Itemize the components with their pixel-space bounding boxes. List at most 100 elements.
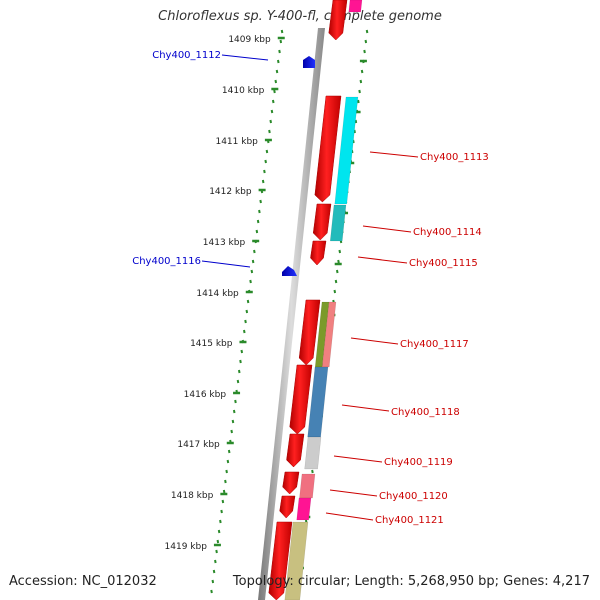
ruler-dot (360, 69, 364, 74)
label-leader (362, 225, 412, 233)
ruler-dot (358, 89, 361, 94)
ruler-dot (271, 99, 275, 104)
label-leader (329, 489, 378, 497)
cds-1115 (310, 240, 327, 266)
kbp-label: 1411 kbp (215, 137, 258, 147)
ruler-dot (276, 59, 280, 64)
label-leader (369, 151, 419, 158)
ruler-dot (365, 29, 369, 34)
ruler-dot (258, 209, 261, 214)
ruler-dot (335, 269, 339, 274)
ruler-dot (236, 379, 240, 384)
kbp-label: 1419 kbp (165, 542, 208, 552)
ruler-dot (265, 149, 269, 154)
ruler-dot (234, 399, 237, 404)
label-leader (341, 404, 390, 412)
ruler-dot (225, 469, 228, 474)
label-leader (357, 256, 408, 264)
accession-text: Accession: NC_012032 (9, 574, 157, 589)
ruler-dot (263, 169, 266, 174)
map-title: Chloroflexus sp. Y-400-fl, complete geno… (158, 9, 442, 24)
gene-label-right: Chy400_1118 (391, 407, 460, 418)
ruler-dot (264, 159, 267, 164)
ruler-dot (226, 459, 230, 464)
ruler-dot (243, 329, 246, 334)
ruler-dot (333, 289, 337, 294)
ruler-dot (232, 409, 236, 414)
cds-top (328, 0, 348, 41)
cog-bar-1113 (334, 96, 359, 205)
cds-1113 (314, 95, 342, 203)
kbp-label: 1418 kbp (171, 491, 214, 501)
ruler-dot (239, 359, 242, 364)
ruler-dot (338, 249, 342, 254)
ruler-dot (259, 199, 262, 204)
cog-bar-1121 (296, 497, 312, 521)
ruler-dot (275, 69, 279, 74)
gene-label-right: Chy400_1120 (379, 491, 448, 502)
cog-bar-1117b (321, 301, 337, 368)
cds-1121 (268, 521, 293, 600)
ruler-dot (219, 519, 222, 524)
cog-bar-1114 (329, 204, 347, 242)
ruler-dot (357, 99, 360, 104)
ruler-dot (221, 499, 225, 504)
ruler-dot (216, 539, 220, 544)
ruler-dot (364, 39, 368, 44)
ruler-dot (311, 469, 314, 474)
genome-backbone (258, 28, 325, 600)
ruler-dot (256, 219, 260, 224)
gene-label-left: Chy400_1112 (152, 50, 221, 61)
cds-1119 (282, 471, 300, 495)
ruler-dot (220, 509, 223, 514)
kbp-label: 1413 kbp (203, 238, 246, 248)
kbp-label: 1409 kbp (228, 35, 271, 45)
forward-gene-1116 (282, 266, 297, 276)
label-leader (350, 337, 399, 345)
ruler-dot (359, 79, 363, 84)
ruler-dot (278, 49, 281, 54)
ruler-dot (246, 299, 250, 304)
ruler-dot (214, 559, 217, 564)
cds-1120 (279, 495, 296, 519)
ruler-dot (354, 119, 358, 124)
ruler-dot (261, 179, 265, 184)
ruler-dot (279, 39, 283, 44)
label-leader (201, 260, 251, 268)
ruler-dot (268, 129, 271, 134)
ruler-dot (212, 569, 216, 574)
gene-label-left: Chy400_1116 (132, 256, 201, 267)
label-leader (333, 455, 383, 463)
ruler-dot (337, 259, 340, 264)
kbp-label: 1414 kbp (196, 289, 239, 299)
ruler-dot (270, 109, 274, 114)
ruler-dot (210, 589, 213, 594)
ruler-dot (240, 349, 244, 354)
ruler-dot (274, 79, 278, 84)
ruler-dot (217, 529, 221, 534)
forward-gene-1112 (303, 56, 315, 68)
cog-bar-tail (284, 521, 309, 600)
ruler-dot (255, 229, 259, 234)
gene-label-right: Chy400_1114 (413, 227, 482, 238)
ruler-dot (363, 49, 366, 54)
kbp-label: 1415 kbp (190, 339, 233, 349)
ruler-dot (251, 259, 255, 264)
cog-bar-1120 (299, 473, 316, 499)
cog-bar-1119 (304, 436, 322, 470)
ruler-dot (231, 419, 235, 424)
ruler-dot (245, 309, 249, 314)
gene-label-right: Chy400_1119 (384, 457, 453, 468)
cog-bar-top (348, 0, 363, 13)
ruler-dot (224, 479, 227, 484)
gene-label-right: Chy400_1115 (409, 258, 478, 269)
ruler-dot (269, 119, 273, 124)
ruler-dot (334, 279, 338, 284)
ruler-dot (211, 579, 215, 584)
gene-label-right: Chy400_1121 (375, 515, 444, 526)
cds-1117a (298, 299, 321, 366)
ruler-dot (244, 319, 247, 324)
gene-label-right: Chy400_1113 (420, 152, 489, 163)
ruler-dot (249, 279, 252, 284)
